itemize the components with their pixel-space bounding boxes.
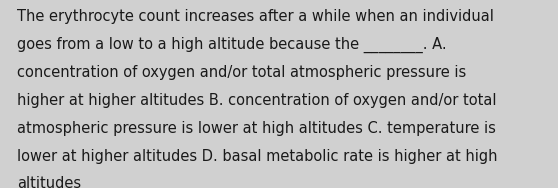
Text: concentration of oxygen and/or total atmospheric pressure is: concentration of oxygen and/or total atm… (17, 65, 466, 80)
Text: higher at higher altitudes B. concentration of oxygen and/or total: higher at higher altitudes B. concentrat… (17, 93, 496, 108)
Text: goes from a low to a high altitude because the ________. A.: goes from a low to a high altitude becau… (17, 37, 446, 53)
Text: altitudes: altitudes (17, 176, 81, 188)
Text: The erythrocyte count increases after a while when an individual: The erythrocyte count increases after a … (17, 9, 494, 24)
Text: lower at higher altitudes D. basal metabolic rate is higher at high: lower at higher altitudes D. basal metab… (17, 149, 497, 164)
Text: atmospheric pressure is lower at high altitudes C. temperature is: atmospheric pressure is lower at high al… (17, 121, 496, 136)
